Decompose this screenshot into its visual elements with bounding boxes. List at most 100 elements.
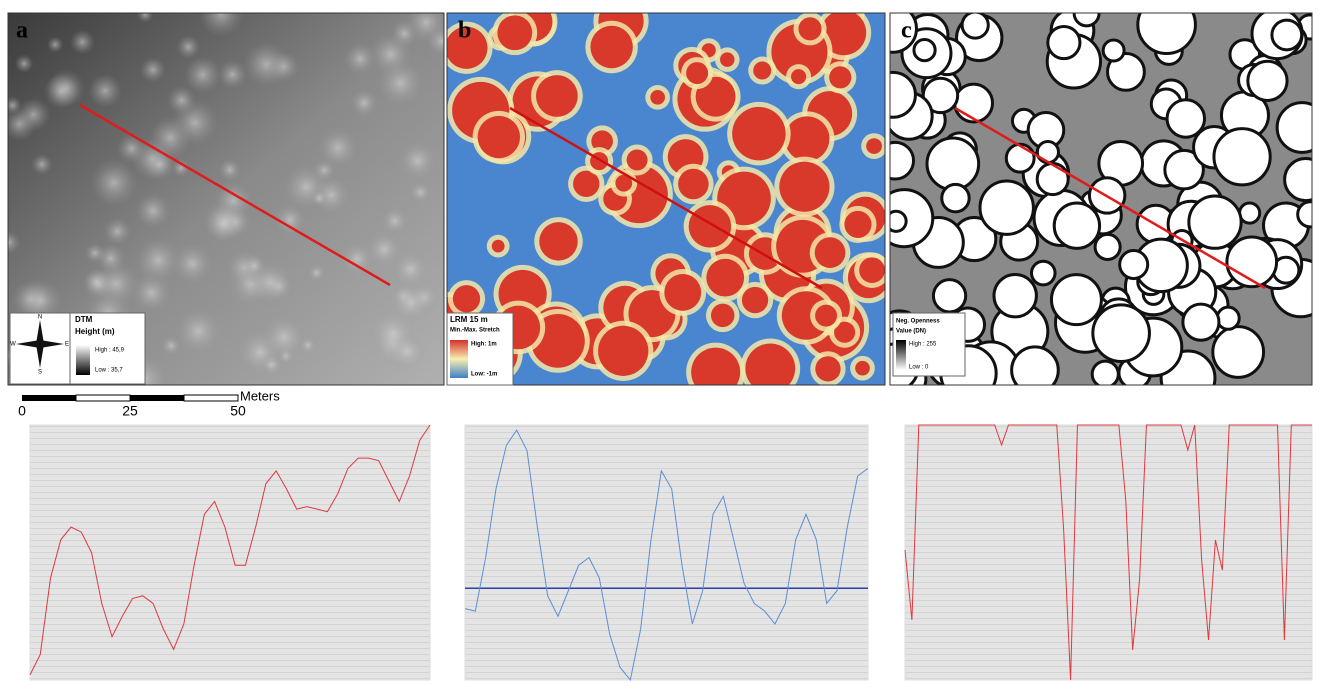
texture: [492, 240, 505, 253]
texture: [855, 361, 870, 376]
legend-title: Neg. Openness: [896, 319, 940, 325]
scale-segment: [184, 395, 238, 401]
scale-label: 0: [18, 403, 26, 419]
figure: a b c N E S W DTM Height (m) High : 45,9…: [0, 0, 1321, 686]
legend-ramp: [76, 345, 90, 375]
texture: [398, 141, 437, 180]
texture: [590, 26, 632, 68]
texture: [664, 274, 701, 311]
texture: [815, 237, 846, 268]
texture: [689, 205, 732, 248]
texture: [308, 264, 326, 282]
texture: [815, 356, 840, 381]
texture: [686, 62, 708, 84]
texture: [866, 138, 882, 154]
texture: [994, 274, 1036, 316]
texture: [1285, 159, 1321, 201]
texture: [204, 205, 243, 244]
legend-subtitle: Height (m): [75, 327, 115, 336]
compass-label: E: [65, 342, 69, 348]
texture: [140, 57, 166, 83]
texture: [350, 89, 378, 117]
texture: [311, 190, 328, 207]
texture: [859, 257, 885, 283]
texture: [732, 107, 785, 160]
texture: [96, 243, 126, 273]
texture: [933, 280, 965, 312]
texture: [1213, 327, 1264, 378]
texture: [1032, 261, 1056, 285]
legend-subtitle: Min.-Max. Stretch: [450, 328, 500, 334]
texture: [70, 30, 95, 55]
panel-letter: c: [901, 18, 912, 44]
texture: [1214, 129, 1270, 185]
texture: [88, 74, 122, 108]
texture: [844, 211, 871, 238]
texture: [453, 285, 480, 312]
texture: [886, 211, 906, 231]
texture: [219, 159, 241, 181]
texture: [1240, 203, 1260, 223]
texture: [15, 54, 34, 73]
texture: [381, 207, 408, 234]
texture: [691, 348, 740, 397]
texture: [650, 90, 665, 105]
panel-letter: a: [16, 18, 28, 44]
scale-segment: [22, 395, 76, 401]
legend-low: Low: -1m: [471, 372, 497, 378]
texture: [1037, 164, 1068, 195]
texture: [1217, 307, 1239, 329]
texture: [536, 75, 578, 117]
texture: [90, 159, 138, 207]
texture: [318, 128, 358, 168]
legend-high: High : 255: [909, 342, 937, 348]
texture: [104, 218, 131, 245]
texture: [1120, 251, 1148, 279]
texture: [1138, 0, 1196, 53]
texture: [720, 52, 735, 67]
texture: [980, 181, 1033, 234]
texture: [184, 56, 221, 93]
texture: [44, 74, 79, 109]
plot-area: [905, 425, 1312, 680]
plot-area: [465, 425, 868, 680]
texture: [706, 259, 744, 297]
texture: [1183, 304, 1219, 340]
texture: [248, 260, 293, 305]
texture: [409, 181, 431, 203]
texture: [261, 315, 306, 360]
texture: [218, 60, 247, 89]
texture: [137, 6, 153, 22]
legend-ramp: [896, 340, 906, 370]
texture: [1248, 61, 1287, 100]
texture: [829, 66, 851, 88]
texture: [1037, 141, 1058, 162]
texture: [144, 148, 176, 180]
texture: [31, 154, 52, 175]
compass-label: S: [38, 370, 42, 376]
texture: [135, 193, 171, 229]
texture: [927, 138, 979, 190]
legend-high: High : 45,9: [95, 348, 125, 354]
texture: [745, 343, 795, 393]
texture: [914, 39, 935, 60]
scale-label: 50: [230, 403, 246, 419]
texture: [1048, 26, 1080, 58]
texture: [711, 304, 734, 327]
texture: [779, 162, 829, 212]
scale-segment: [130, 395, 184, 401]
texture: [627, 149, 648, 170]
texture: [1093, 305, 1150, 362]
scale-segment: [76, 395, 130, 401]
texture: [1012, 347, 1059, 394]
scale-label: 25: [122, 403, 138, 419]
texture: [1006, 144, 1034, 172]
texture: [1277, 103, 1321, 153]
texture: [955, 84, 993, 122]
plot-area: [30, 425, 430, 680]
texture: [175, 308, 222, 355]
texture: [167, 86, 196, 115]
panel-letter: b: [458, 18, 471, 44]
texture: [753, 62, 771, 80]
legend-subtitle: Value (DN): [896, 329, 926, 335]
